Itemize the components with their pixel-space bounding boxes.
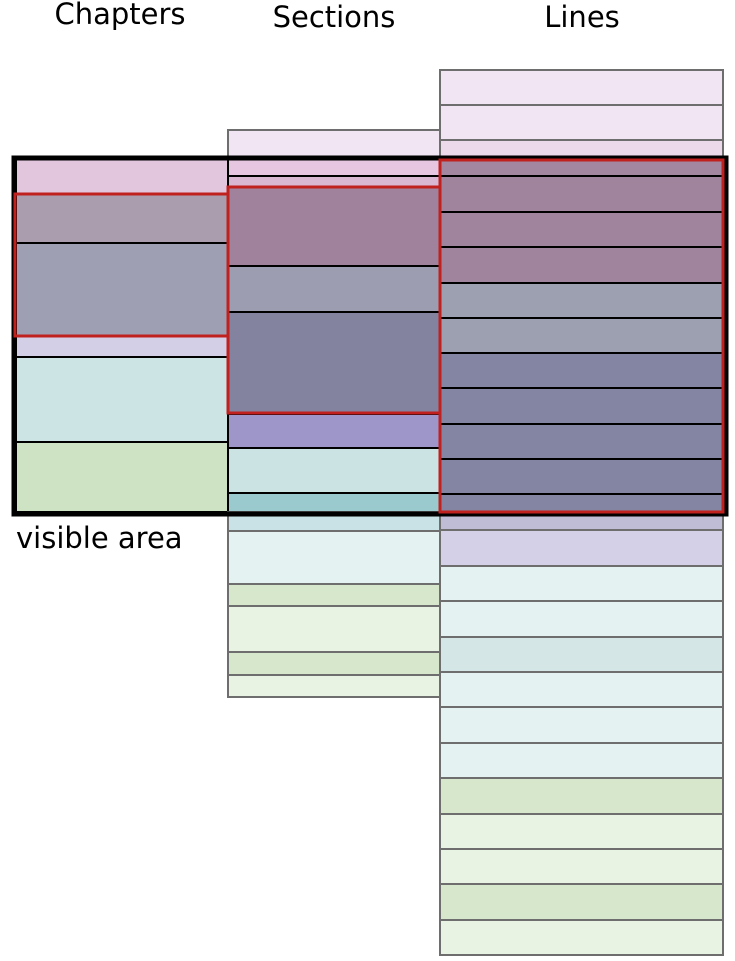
- section-block: [227, 311, 441, 415]
- overlay-layer: [11, 155, 729, 517]
- line-block: [439, 458, 724, 495]
- line-block: [439, 777, 724, 815]
- chapter-block: [15, 193, 229, 244]
- chapters-column: [15, 157, 229, 513]
- line-block: [439, 139, 724, 159]
- section-block: [227, 605, 441, 653]
- section-block: [227, 157, 441, 177]
- section-block: [227, 265, 441, 313]
- line-block: [439, 317, 724, 354]
- line-block: [439, 565, 724, 602]
- line-block: [439, 282, 724, 319]
- section-block: [227, 674, 441, 698]
- line-block: [439, 246, 724, 284]
- line-block: [439, 813, 724, 850]
- line-block: [439, 352, 724, 389]
- chapters-column-title: Chapters: [54, 0, 186, 31]
- section-block: [227, 583, 441, 607]
- line-block: [439, 706, 724, 744]
- lines-highlight: [438, 158, 725, 514]
- line-block: [439, 636, 724, 673]
- line-block: [439, 919, 724, 956]
- line-block: [439, 742, 724, 779]
- section-block: [227, 175, 441, 188]
- chapter-block: [15, 356, 229, 443]
- line-block: [439, 883, 724, 921]
- section-block: [227, 492, 441, 513]
- section-block: [227, 447, 441, 494]
- section-block: [227, 413, 441, 449]
- sections-column-title: Sections: [272, 0, 396, 34]
- line-block: [439, 211, 724, 248]
- line-block: [439, 848, 724, 885]
- chapter-block: [15, 242, 229, 337]
- chapter-block: [15, 335, 229, 358]
- sections-column: [227, 129, 441, 698]
- chapter-block: [15, 157, 229, 195]
- line-block: [439, 387, 724, 425]
- section-block: [227, 186, 441, 267]
- lines-column-title: Lines: [544, 0, 620, 34]
- section-block: [227, 129, 441, 159]
- section-block: [227, 530, 441, 585]
- line-block: [439, 175, 724, 213]
- line-block: [439, 671, 724, 708]
- line-block: [439, 529, 724, 567]
- chapter-block: [15, 441, 229, 513]
- line-block: [439, 600, 724, 638]
- line-block: [439, 423, 724, 460]
- visible-area-label: visible area: [16, 521, 183, 555]
- line-block: [439, 493, 724, 513]
- section-block: [227, 651, 441, 676]
- line-block: [439, 69, 724, 106]
- line-block: [439, 104, 724, 141]
